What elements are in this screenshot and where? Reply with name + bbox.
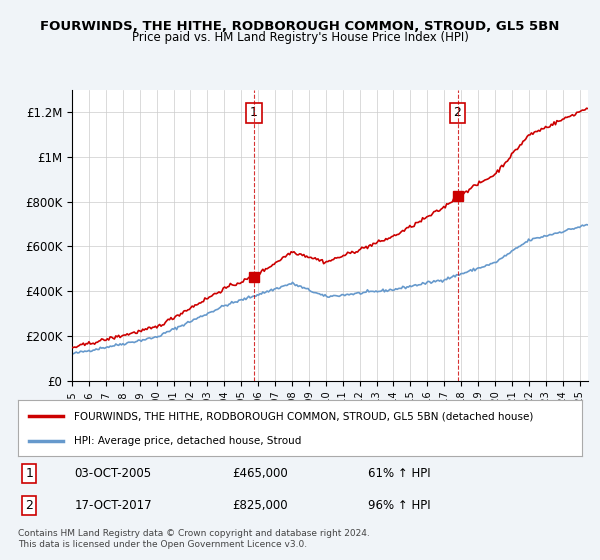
Text: 2: 2 [454, 106, 461, 119]
Text: £465,000: £465,000 [232, 467, 288, 480]
Text: Contains HM Land Registry data © Crown copyright and database right 2024.
This d: Contains HM Land Registry data © Crown c… [18, 529, 370, 549]
Text: 17-OCT-2017: 17-OCT-2017 [74, 499, 152, 512]
Text: HPI: Average price, detached house, Stroud: HPI: Average price, detached house, Stro… [74, 436, 302, 446]
Text: £825,000: £825,000 [232, 499, 288, 512]
Text: 2: 2 [25, 499, 33, 512]
Text: FOURWINDS, THE HITHE, RODBOROUGH COMMON, STROUD, GL5 5BN: FOURWINDS, THE HITHE, RODBOROUGH COMMON,… [40, 20, 560, 32]
Text: Price paid vs. HM Land Registry's House Price Index (HPI): Price paid vs. HM Land Registry's House … [131, 31, 469, 44]
Text: 96% ↑ HPI: 96% ↑ HPI [368, 499, 430, 512]
Text: 03-OCT-2005: 03-OCT-2005 [74, 467, 152, 480]
Text: FOURWINDS, THE HITHE, RODBOROUGH COMMON, STROUD, GL5 5BN (detached house): FOURWINDS, THE HITHE, RODBOROUGH COMMON,… [74, 411, 534, 421]
Text: 1: 1 [25, 467, 33, 480]
Text: 61% ↑ HPI: 61% ↑ HPI [368, 467, 430, 480]
Text: 1: 1 [250, 106, 258, 119]
